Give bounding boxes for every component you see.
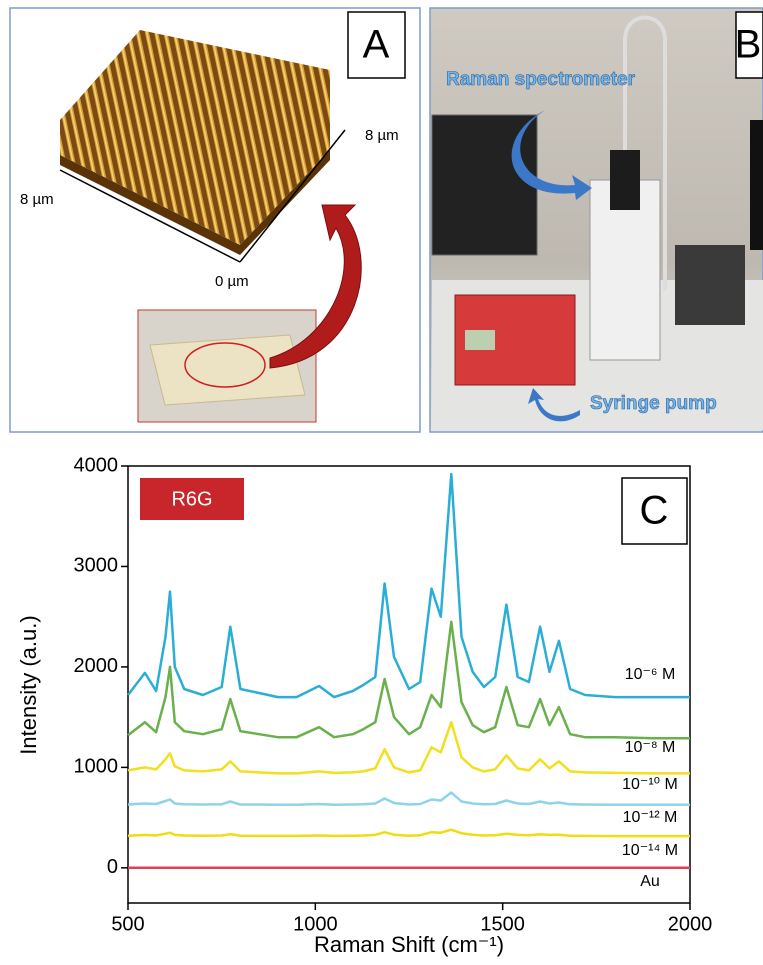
y-tick-label: 1000 xyxy=(74,756,119,778)
figure: A 8 µm 8 µm 0 µm Raman spectrometer Syri… xyxy=(0,0,763,960)
monitor xyxy=(750,120,763,250)
series-label: 10⁻¹² M xyxy=(623,809,678,826)
series-label: 10⁻⁶ M xyxy=(625,666,676,683)
x-axis-label: Raman Shift (cm⁻¹) xyxy=(314,932,504,957)
spectrum-line xyxy=(128,793,690,805)
panel-c: R6G C Raman Shift (cm⁻¹) Intensity (a.u.… xyxy=(16,478,687,957)
series-label: 10⁻¹⁰ M xyxy=(622,776,678,793)
spectrum-line xyxy=(128,830,690,836)
y-tick-label: 0 xyxy=(107,856,118,878)
pump-display xyxy=(465,330,495,350)
axis-label: 8 µm xyxy=(20,191,54,208)
plot-frame xyxy=(128,466,690,903)
panel-letter: A xyxy=(363,23,390,67)
series-label: 10⁻⁸ M xyxy=(625,739,676,756)
x-tick-label: 500 xyxy=(111,913,144,935)
photo-label: Raman spectrometer xyxy=(446,69,636,90)
series-label: Au xyxy=(640,873,660,890)
panel-letter: C xyxy=(640,489,669,533)
photo-label: Syringe pump xyxy=(590,393,717,414)
series-label: 10⁻¹⁴ M xyxy=(622,842,678,859)
panel-letter: B xyxy=(735,23,762,67)
spectrometer xyxy=(675,245,745,325)
x-tick-label: 1000 xyxy=(293,913,338,935)
y-axis-label: Intensity (a.u.) xyxy=(16,615,41,754)
panel-b: Raman spectrometer Syringe pump B xyxy=(430,8,763,432)
probe xyxy=(610,150,640,210)
spectrum-line xyxy=(128,722,690,773)
y-tick-label: 4000 xyxy=(74,454,119,476)
x-tick-label: 2000 xyxy=(668,913,713,935)
spectrum-line xyxy=(128,622,690,739)
y-tick-label: 2000 xyxy=(74,655,119,677)
badge-text: R6G xyxy=(171,488,212,510)
axis-label: 8 µm xyxy=(365,127,399,144)
y-tick-label: 3000 xyxy=(74,555,119,577)
axis-label: 0 µm xyxy=(215,273,249,290)
x-tick-label: 1500 xyxy=(480,913,525,935)
chip xyxy=(150,335,305,405)
panel-a: A 8 µm 8 µm 0 µm xyxy=(10,8,420,432)
